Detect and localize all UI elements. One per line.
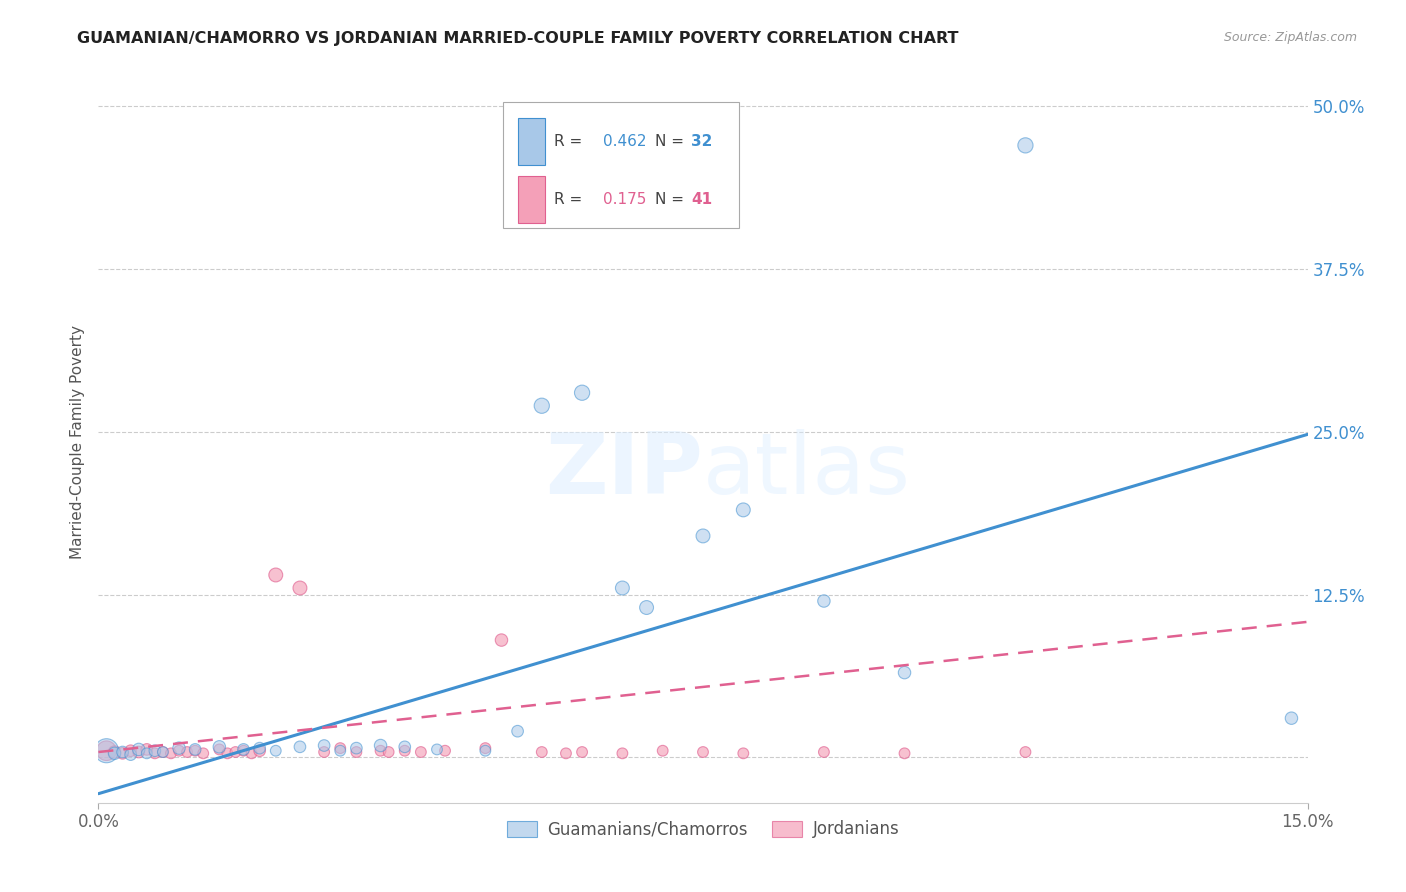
Point (314, 745, 336, 759)
Point (893, 665, 915, 680)
Point (426, 742, 449, 756)
Point (394, 739, 416, 754)
Text: R =: R = (554, 192, 582, 207)
Text: Source: ZipAtlas.com: Source: ZipAtlas.com (1223, 31, 1357, 45)
Point (167, 744, 190, 758)
Legend: Guamanians/Chamorros, Jordanians: Guamanians/Chamorros, Jordanians (501, 814, 905, 845)
Point (288, 739, 311, 754)
Point (344, 745, 367, 759)
Y-axis label: Married-Couple Family Poverty: Married-Couple Family Poverty (69, 325, 84, 558)
Point (612, 747, 634, 761)
Point (329, 744, 352, 758)
Point (184, 744, 207, 758)
Point (264, 744, 287, 758)
Point (571, 385, 593, 400)
Point (530, 745, 553, 759)
Point (314, 739, 336, 753)
Point (409, 745, 432, 759)
Text: 32: 32 (690, 134, 713, 149)
Point (651, 744, 673, 758)
Point (208, 742, 231, 756)
Point (370, 744, 392, 758)
Point (103, 745, 125, 759)
Point (128, 745, 150, 759)
Point (813, 594, 835, 608)
Point (193, 747, 215, 761)
Point (232, 742, 254, 756)
Point (152, 745, 174, 759)
Point (184, 742, 207, 756)
Bar (517, 176, 544, 223)
Point (491, 633, 513, 648)
Point (160, 747, 183, 761)
Point (1014, 138, 1036, 153)
Point (240, 747, 263, 761)
Point (1281, 711, 1303, 725)
Point (1014, 745, 1036, 759)
Point (96, 744, 118, 758)
Point (344, 741, 367, 756)
Text: N =: N = (655, 192, 683, 207)
Text: atlas: atlas (703, 429, 911, 512)
Text: 0.175: 0.175 (603, 192, 645, 207)
Point (377, 745, 399, 759)
Text: 41: 41 (690, 192, 711, 207)
Point (636, 600, 658, 615)
Point (288, 581, 311, 595)
Point (232, 744, 254, 758)
Point (394, 744, 416, 758)
Point (96, 744, 118, 758)
Point (120, 747, 142, 762)
Point (370, 739, 392, 753)
Point (555, 747, 578, 761)
Text: R =: R = (554, 134, 582, 149)
Point (111, 745, 134, 759)
Point (264, 568, 287, 582)
Point (208, 739, 231, 754)
Point (530, 399, 553, 413)
Point (733, 503, 755, 517)
Point (474, 744, 496, 758)
Point (506, 724, 529, 739)
Point (176, 745, 198, 759)
Point (571, 745, 593, 759)
Point (143, 747, 166, 761)
Point (152, 745, 174, 759)
Point (893, 747, 915, 761)
Point (692, 745, 714, 759)
Point (692, 529, 714, 543)
Bar (517, 119, 544, 165)
Point (120, 744, 142, 758)
Point (103, 747, 125, 761)
Text: GUAMANIAN/CHAMORRO VS JORDANIAN MARRIED-COUPLE FAMILY POVERTY CORRELATION CHART: GUAMANIAN/CHAMORRO VS JORDANIAN MARRIED-… (77, 31, 959, 46)
Text: N =: N = (655, 134, 683, 149)
Point (128, 742, 150, 756)
Point (474, 741, 496, 756)
Point (249, 741, 271, 756)
Point (733, 747, 755, 761)
Point (249, 744, 271, 758)
Point (813, 745, 835, 759)
Point (111, 747, 134, 761)
Point (434, 744, 457, 758)
Text: 0.462: 0.462 (603, 134, 647, 149)
Point (217, 747, 239, 761)
Point (135, 747, 157, 761)
Point (167, 741, 190, 756)
Text: ZIP: ZIP (546, 429, 703, 512)
FancyBboxPatch shape (503, 102, 740, 228)
Point (612, 581, 634, 595)
Point (224, 745, 246, 759)
Point (135, 742, 157, 756)
Point (329, 741, 352, 756)
Point (143, 744, 166, 758)
